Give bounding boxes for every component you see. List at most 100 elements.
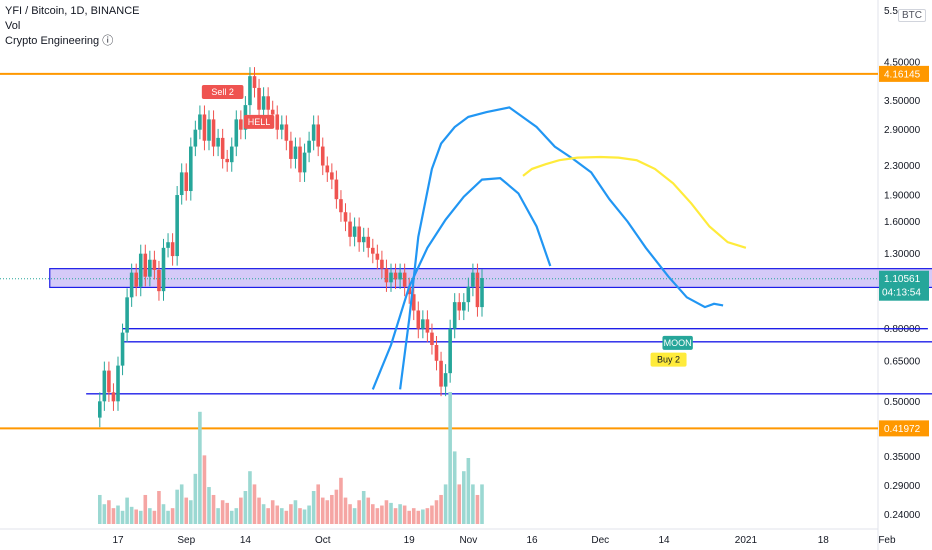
candle bbox=[298, 146, 302, 173]
candle bbox=[161, 247, 166, 292]
candle bbox=[98, 401, 102, 418]
volume-bar bbox=[452, 451, 457, 524]
candle bbox=[280, 124, 284, 130]
volume-bar bbox=[216, 508, 220, 524]
candle bbox=[138, 253, 143, 287]
volume-bar bbox=[325, 500, 330, 524]
volume-bar bbox=[143, 494, 148, 524]
y-tick-label: 1.90000 bbox=[884, 191, 921, 202]
volume-bar bbox=[179, 484, 184, 524]
candle bbox=[343, 212, 348, 222]
y-tick-label: 2.30000 bbox=[884, 161, 921, 172]
y-tick-label: 0.50000 bbox=[884, 397, 921, 408]
volume-bar bbox=[234, 508, 239, 524]
volume-bar bbox=[384, 500, 389, 524]
candle bbox=[270, 109, 275, 115]
candle bbox=[434, 344, 439, 361]
symbol-title[interactable]: YFI / Bitcoin, 1D, BINANCE bbox=[5, 5, 140, 17]
candle bbox=[389, 272, 393, 283]
candle bbox=[275, 114, 280, 130]
candle bbox=[261, 96, 266, 110]
candle bbox=[166, 242, 170, 248]
y-tick-label: 5.5 bbox=[884, 6, 898, 17]
volume-bar bbox=[152, 510, 157, 524]
candle bbox=[107, 370, 111, 393]
candle bbox=[229, 146, 234, 163]
volume-bar bbox=[243, 491, 248, 524]
volume-bar bbox=[134, 509, 138, 524]
candle bbox=[193, 129, 198, 147]
volume-bar bbox=[225, 502, 229, 524]
y-tick-label: 3.50000 bbox=[884, 96, 921, 107]
volume-bar bbox=[275, 505, 280, 524]
candle bbox=[102, 370, 107, 402]
volume-bar bbox=[252, 484, 257, 524]
volume-bar bbox=[366, 497, 371, 524]
volume-bar bbox=[320, 497, 325, 524]
candle bbox=[380, 259, 384, 269]
candle bbox=[184, 172, 189, 192]
signal-badge bbox=[201, 85, 244, 100]
volume-bar bbox=[138, 510, 143, 524]
volume-bar bbox=[430, 505, 434, 524]
volume-bar bbox=[334, 489, 339, 524]
volume-bar bbox=[311, 491, 316, 524]
price-label-bg bbox=[879, 420, 929, 437]
candle bbox=[143, 253, 148, 277]
volume-bar bbox=[220, 500, 225, 524]
volume-indicator-label[interactable]: Vol bbox=[5, 20, 21, 32]
signal-badge bbox=[662, 335, 693, 350]
candle bbox=[198, 114, 202, 130]
candle bbox=[170, 242, 175, 257]
candle bbox=[325, 165, 330, 173]
volume-bar bbox=[361, 491, 366, 524]
candle bbox=[366, 236, 371, 248]
candle bbox=[448, 328, 452, 374]
candle bbox=[375, 253, 380, 260]
signal-label: Buy 2 bbox=[657, 355, 680, 365]
x-tick-label: 2021 bbox=[735, 535, 758, 546]
volume-bar bbox=[302, 509, 307, 524]
volume-bar bbox=[443, 484, 448, 524]
candle bbox=[239, 119, 243, 130]
volume-bar bbox=[393, 508, 398, 524]
crypto-engineering-indicator-label[interactable]: Crypto Engineering ⓘ bbox=[5, 35, 114, 47]
volume-bar bbox=[352, 508, 357, 524]
signal-badge bbox=[650, 352, 687, 367]
volume-bar bbox=[471, 484, 475, 524]
volume-bar bbox=[211, 494, 216, 524]
volume-bar bbox=[448, 392, 452, 524]
y-tick-label: 2.90000 bbox=[884, 125, 921, 136]
volume-bar bbox=[229, 510, 234, 524]
volume-bar bbox=[343, 497, 348, 524]
signal-label: MOON bbox=[664, 338, 692, 348]
candle bbox=[330, 172, 334, 180]
price-label: 4.16145 bbox=[884, 69, 921, 80]
candle bbox=[466, 286, 471, 303]
candle bbox=[402, 272, 407, 287]
candle bbox=[225, 158, 229, 163]
candle bbox=[348, 221, 352, 237]
support-resistance-zone bbox=[49, 268, 932, 289]
volume-bar bbox=[239, 497, 243, 524]
y-tick-label: 0.24000 bbox=[884, 510, 921, 521]
volume-bar bbox=[298, 508, 302, 524]
volume-bar bbox=[357, 500, 361, 524]
candle bbox=[211, 119, 216, 147]
candle bbox=[407, 286, 411, 295]
x-tick-label: Feb bbox=[878, 535, 896, 546]
volume-bar bbox=[475, 494, 480, 524]
volume-bar bbox=[425, 508, 430, 524]
candle bbox=[352, 226, 357, 237]
candle bbox=[316, 124, 320, 147]
volume-bar bbox=[380, 505, 384, 524]
y-tick-label: 1.60000 bbox=[884, 217, 921, 228]
volume-bar bbox=[107, 500, 111, 524]
signal-badge bbox=[243, 114, 275, 129]
currency-badge[interactable]: BTC bbox=[898, 9, 926, 22]
volume-bar bbox=[116, 505, 120, 524]
volume-bar bbox=[207, 487, 211, 524]
volume-bar bbox=[261, 504, 266, 524]
candle bbox=[462, 302, 466, 311]
